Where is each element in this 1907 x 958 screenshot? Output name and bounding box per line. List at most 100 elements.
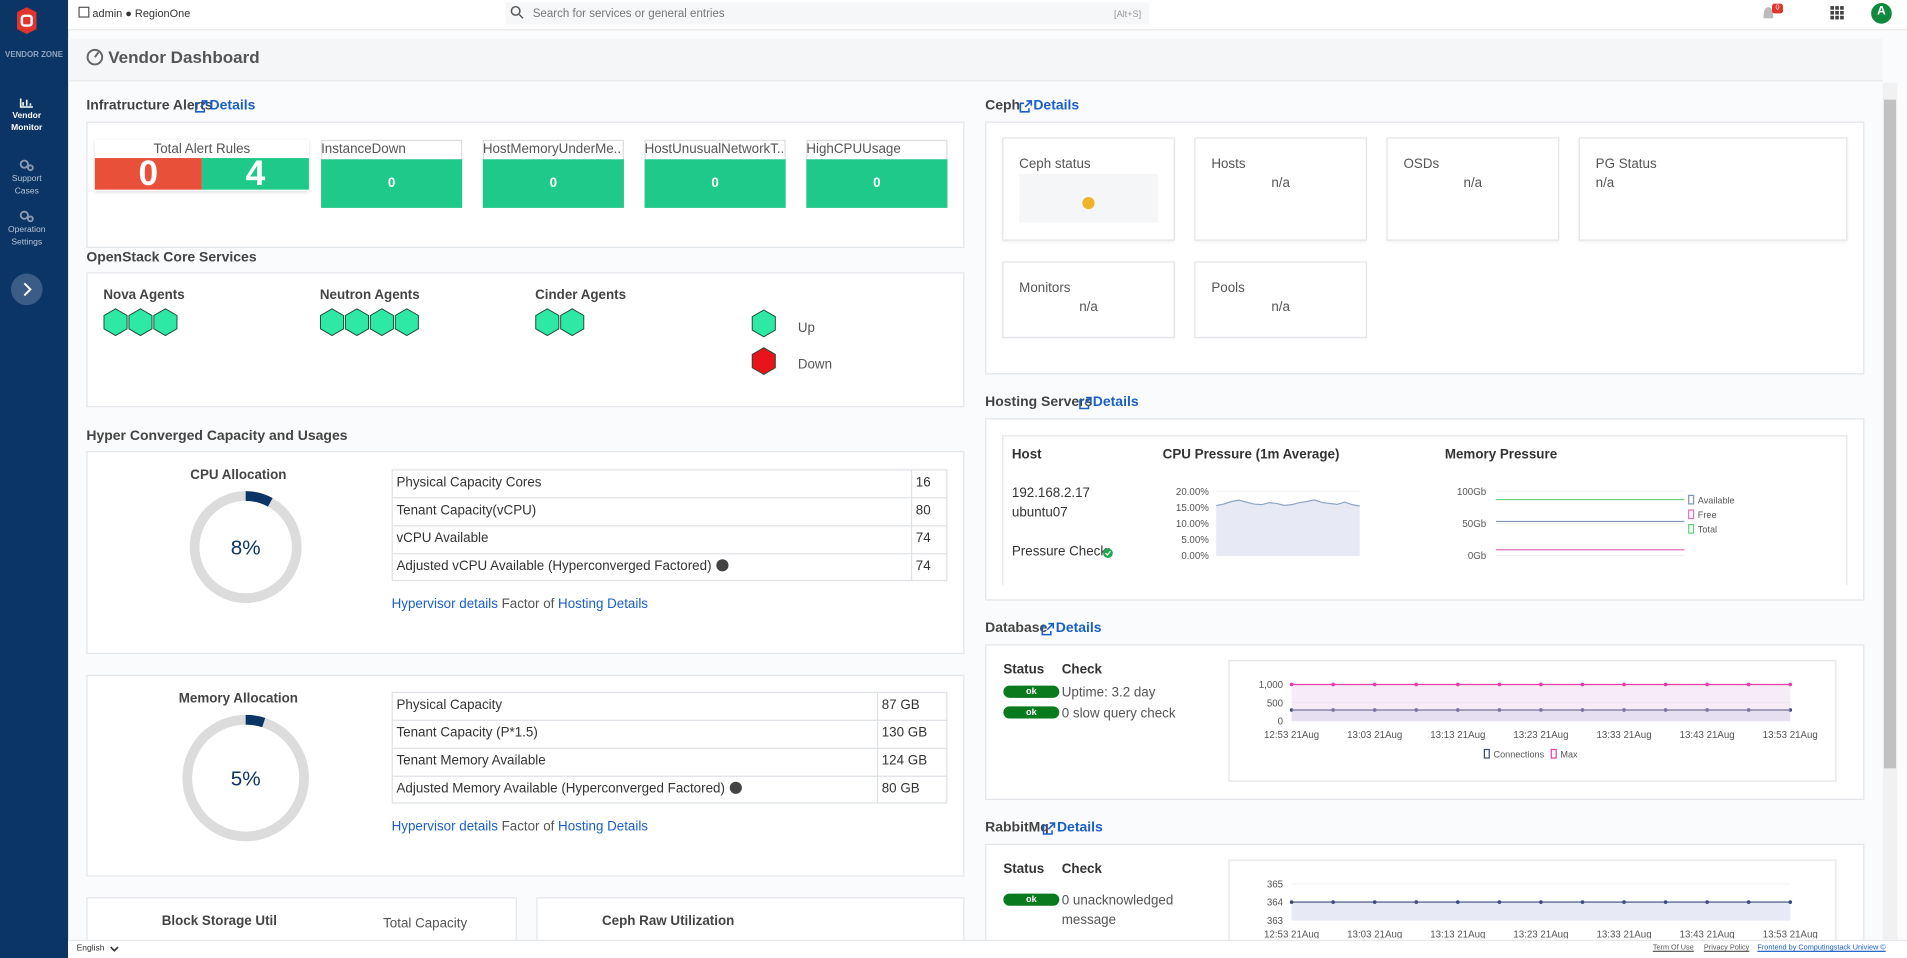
point: [1331, 900, 1335, 904]
block-storage-title: Block Storage Util: [161, 914, 277, 929]
point: [1746, 900, 1751, 904]
agent-up: [560, 308, 585, 337]
memory-pressure-chart: 0Gb 50Gb 100Gb Available Free Total: [1457, 487, 1735, 562]
legend-down: [751, 347, 776, 376]
details-link[interactable]: Details: [1055, 621, 1102, 636]
ceph-raw-title: Ceph Raw Utilization: [602, 914, 735, 929]
links-line: Hypervisor details Factor of Hosting Detai…: [392, 597, 648, 612]
point: [1289, 900, 1294, 904]
external-link-icon: [1019, 100, 1032, 113]
y-tick-label: 363: [1267, 916, 1283, 927]
footer-link[interactable]: Privacy Policy: [1703, 944, 1750, 952]
details-link[interactable]: Details: [1092, 395, 1139, 410]
donut-chart: 8%: [189, 491, 302, 604]
point: [1746, 708, 1751, 712]
language-selector[interactable]: English: [76, 944, 105, 954]
sidebar-item[interactable]: Operation Settings: [8, 226, 46, 247]
column-border: [910, 469, 913, 582]
point: [1331, 708, 1335, 712]
alert-count: 0: [644, 159, 786, 208]
row-label: Tenant Capacity(vCPU): [396, 503, 537, 518]
footer-link[interactable]: Term Of Use: [1652, 944, 1694, 952]
info-icon[interactable]: [729, 781, 742, 794]
point: [1455, 708, 1460, 712]
legend-swatch: [1688, 509, 1695, 520]
x-tick-label: 13:33 21Aug: [1596, 730, 1651, 741]
point: [1622, 708, 1626, 712]
legend-up: [751, 309, 776, 338]
top-bar: [68, 0, 1907, 31]
host-ip: 192.168.2.17: [1011, 486, 1091, 501]
agent-up: [394, 308, 419, 337]
x-tick-label: 13:33 21Aug: [1596, 929, 1651, 938]
total-firing: 0: [94, 156, 202, 191]
agent-up: [128, 308, 153, 337]
ceph-tile: [1194, 261, 1368, 338]
column-header: Status: [1003, 861, 1045, 877]
point: [1455, 682, 1460, 687]
details-link[interactable]: Details: [1033, 98, 1080, 114]
column-header: Check: [1061, 861, 1102, 877]
point: [1414, 708, 1419, 712]
ceph-tile-label: Ceph status: [1019, 156, 1091, 172]
scrollbar-track: [1882, 82, 1898, 940]
link[interactable]: Hosting Details: [558, 819, 649, 834]
row-label: vCPU Available: [396, 531, 489, 546]
x-tick-label: 12:53 21Aug: [1264, 730, 1319, 741]
row-value: 74: [915, 559, 931, 574]
point: [1539, 682, 1543, 687]
ceph-tile-label: Hosts: [1211, 156, 1246, 172]
x-tick-label: 13:13 21Aug: [1430, 929, 1485, 938]
allocation-title: CPU Allocation: [190, 468, 287, 483]
links-line: Hypervisor details Factor of Hosting Detai…: [392, 819, 648, 834]
info-icon[interactable]: [716, 559, 729, 572]
row-label: Adjusted vCPU Available (Hyperconverged …: [396, 559, 729, 574]
link[interactable]: Hypervisor details: [391, 596, 498, 612]
point: [1372, 682, 1377, 687]
sidebar-item[interactable]: Support Cases: [11, 175, 42, 196]
search-placeholder[interactable]: Search for services or general entries: [532, 7, 725, 21]
external-link-icon: [1041, 622, 1055, 636]
panel: [985, 843, 1865, 958]
ceph-tile-label: PG Status: [1595, 156, 1657, 172]
agent-group-name: Cinder Agents: [535, 288, 627, 303]
footer-link[interactable]: Frontend by Computingstack Uniview ©: [1757, 944, 1886, 952]
point: [1539, 900, 1543, 904]
point: [1663, 900, 1668, 904]
avatar-letter[interactable]: A: [1877, 4, 1886, 19]
details-link[interactable]: Details: [1056, 820, 1103, 836]
legend-label: Free: [1698, 510, 1717, 520]
y-tick-label: 500: [1267, 698, 1284, 709]
details-link[interactable]: Details: [209, 98, 256, 114]
point: [1622, 900, 1626, 904]
area: [1216, 499, 1360, 556]
x-tick-label: 13:23 21Aug: [1513, 929, 1568, 938]
x-tick-label: 13:53 21Aug: [1763, 730, 1818, 741]
alert-count: 0: [806, 159, 948, 208]
link[interactable]: Hosting Details: [558, 596, 649, 612]
ceph-tile-label: OSDs: [1403, 156, 1440, 172]
row-label: Tenant Memory Available: [396, 753, 546, 769]
column-header: Status: [1003, 662, 1045, 678]
legend-label: Down: [797, 357, 833, 373]
area: [1291, 709, 1791, 721]
section-title: Hyper Converged Capacity and Usages: [86, 429, 348, 444]
total-ok: 4: [201, 156, 309, 191]
point: [1289, 708, 1294, 712]
row-value: 130 GB: [881, 725, 928, 741]
region-selector[interactable]: admin ● RegionOne: [92, 7, 191, 20]
donut-arc: [182, 714, 309, 842]
panel: [86, 272, 965, 408]
agents-graphic: [103, 308, 776, 376]
x-tick-label: 13:43 21Aug: [1680, 929, 1735, 938]
link[interactable]: Hypervisor details: [391, 819, 498, 834]
page-title: Vendor Dashboard: [108, 47, 260, 67]
status-warning-icon: [1082, 196, 1095, 210]
sidebar-item[interactable]: Vendor Monitor: [11, 111, 43, 133]
ceph-tile: [1386, 137, 1560, 241]
x-tick-label: 13:03 21Aug: [1347, 929, 1402, 938]
alert-name: InstanceDown: [321, 142, 406, 157]
total-label: Total Alert Rules: [153, 142, 251, 157]
area: [1291, 902, 1791, 921]
